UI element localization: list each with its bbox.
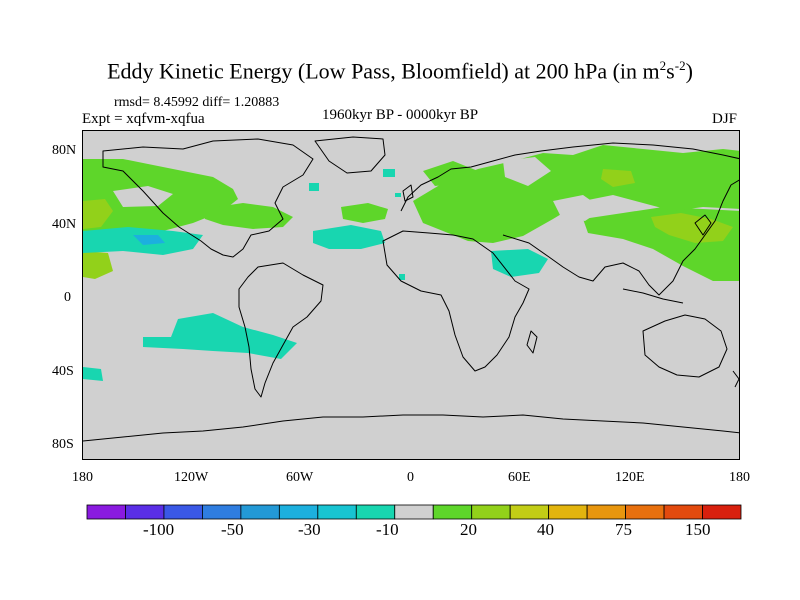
colorbar-label-neg30: -30 (298, 520, 321, 539)
kamchatka-strong (601, 169, 635, 187)
experiment-label: Expt = xqfvm-xqfua (82, 111, 205, 127)
africa-coast (382, 230, 530, 372)
colorbar-swatch (509, 504, 550, 520)
south-pacific-negative (143, 313, 297, 359)
season-label: DJF (712, 111, 738, 127)
colorbar-swatch (471, 504, 511, 520)
coastlines (83, 136, 739, 442)
central-atlantic-blob (341, 203, 388, 223)
europe-coast (400, 142, 739, 212)
indonesia-coast (622, 288, 684, 304)
colorbar-swatch (317, 504, 357, 520)
colorbar-swatch (125, 504, 165, 520)
pacific-strong (83, 199, 113, 229)
colorbar-swatch (163, 504, 203, 520)
north-atlantic-band (203, 203, 293, 229)
colorbar-swatch (394, 504, 434, 520)
colorbar-label-150: 150 (685, 520, 711, 539)
atlantic-dot (399, 274, 405, 280)
colorbar-swatch (86, 504, 126, 520)
colorbar-label-75: 75 (615, 520, 632, 539)
strong-positive-regions (83, 169, 733, 279)
lon-label-120w: 120W (174, 470, 209, 485)
neutral-regions (113, 157, 603, 221)
atlantic-subtropical-negative (313, 225, 385, 249)
colorbar-label-20: 20 (460, 520, 477, 539)
chart-title: Eddy Kinetic Energy (Low Pass, Bloomfiel… (107, 58, 693, 84)
lon-label-60e: 60E (508, 470, 531, 485)
colorbar-label-neg10: -10 (376, 520, 399, 539)
lat-label-80n: 80N (52, 143, 77, 158)
uk-coast (402, 184, 414, 202)
eurasia-band (413, 145, 739, 243)
greenland-coast (314, 136, 386, 174)
lon-label-180w: 180 (72, 470, 93, 485)
colorbar-swatch (663, 504, 703, 520)
lon-label-120e: 120E (615, 470, 645, 485)
anomaly-map (83, 136, 739, 442)
pacific-southern-strong (83, 251, 113, 279)
madagascar-coast (526, 330, 538, 354)
colorbar-swatch (548, 504, 588, 520)
negative-anomaly-regions (83, 169, 548, 381)
colorbar-swatch (625, 504, 665, 520)
colorbar-swatch (278, 504, 319, 520)
north-atlantic-small-negative (309, 183, 319, 191)
lon-label-180e: 180 (729, 470, 750, 485)
pacific-gap (113, 186, 173, 207)
lat-label-40s: 40S (52, 364, 74, 379)
colorbar-swatch (702, 504, 742, 520)
lat-label-40n: 40N (52, 217, 77, 232)
asia-south-coast (502, 179, 739, 296)
lon-label-0: 0 (407, 470, 414, 485)
east-asia-strong (651, 213, 733, 243)
japan-coast (694, 214, 712, 236)
new-zealand-coast (732, 370, 739, 388)
pacific-strong-negative (133, 235, 165, 245)
colorbar-label-40: 40 (537, 520, 554, 539)
south-pacific-west-negative (83, 367, 103, 381)
colorbar (86, 504, 742, 520)
lon-label-60w: 60W (286, 470, 314, 485)
antarctica-coast (83, 414, 739, 442)
north-pacific-small-negative (383, 169, 395, 177)
period-label: 1960kyr BP - 0000kyr BP (322, 107, 479, 123)
north-atlantic-dot (395, 193, 401, 197)
siberia-gap (503, 157, 551, 186)
colorbar-swatch (432, 504, 473, 520)
colorbar-swatch (586, 504, 626, 520)
colorbar-swatch (355, 504, 396, 520)
middle-east-negative (491, 249, 548, 277)
central-asia-gap (553, 195, 603, 221)
lat-label-80s: 80S (52, 437, 74, 452)
stats-label: rmsd= 8.45992 diff= 1.20883 (114, 95, 280, 110)
colorbar-label-neg100: -100 (143, 520, 175, 539)
colorbar-swatch (202, 504, 242, 520)
south-america-coast (238, 262, 324, 398)
lat-label-eq: 0 (64, 290, 71, 305)
strong-negative-regions (133, 235, 165, 245)
north-america-coast (102, 138, 314, 258)
map-area (82, 130, 740, 460)
australia-coast (642, 314, 728, 378)
colorbar-swatch (240, 504, 280, 520)
colorbar-label-neg50: -50 (221, 520, 244, 539)
positive-anomaly-regions (83, 145, 739, 281)
